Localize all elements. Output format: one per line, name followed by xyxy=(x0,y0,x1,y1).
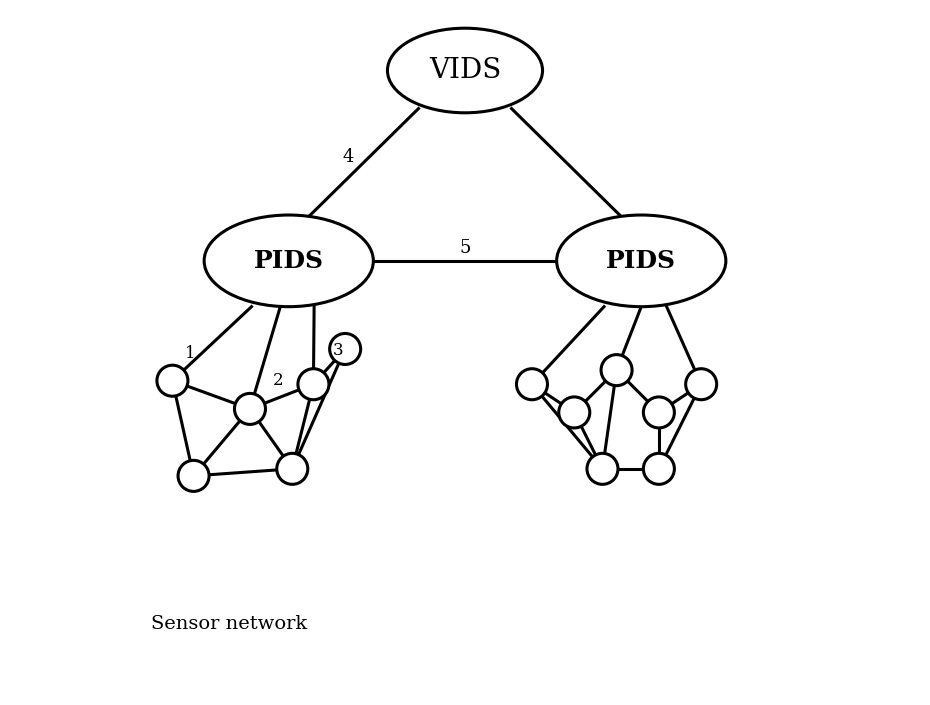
Circle shape xyxy=(644,397,674,428)
Circle shape xyxy=(685,369,717,400)
Text: VIDS: VIDS xyxy=(429,57,501,84)
Circle shape xyxy=(601,355,632,386)
Ellipse shape xyxy=(557,215,725,307)
Circle shape xyxy=(178,460,209,491)
Text: Sensor network: Sensor network xyxy=(152,615,308,633)
Text: PIDS: PIDS xyxy=(606,249,676,273)
Circle shape xyxy=(559,397,590,428)
Circle shape xyxy=(277,453,308,484)
Text: 3: 3 xyxy=(333,342,343,359)
Circle shape xyxy=(516,369,548,400)
Circle shape xyxy=(234,393,265,424)
Text: 4: 4 xyxy=(342,148,353,166)
Ellipse shape xyxy=(388,28,542,113)
Ellipse shape xyxy=(205,215,373,307)
Circle shape xyxy=(329,333,361,364)
Text: 5: 5 xyxy=(459,239,471,257)
Circle shape xyxy=(157,365,188,396)
Circle shape xyxy=(298,369,329,400)
Text: PIDS: PIDS xyxy=(254,249,324,273)
Circle shape xyxy=(587,453,618,484)
Text: 1: 1 xyxy=(185,345,195,362)
Text: 2: 2 xyxy=(272,372,284,389)
Circle shape xyxy=(644,453,674,484)
